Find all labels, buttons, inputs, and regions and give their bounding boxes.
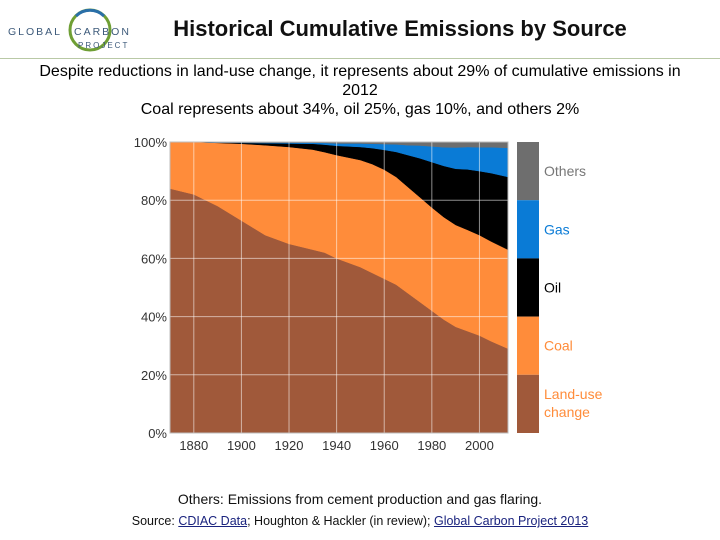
x-tick-label: 1880 [179,438,208,453]
chart-subtitle: Despite reductions in land-use change, i… [30,62,690,119]
legend-swatch-gas [517,200,539,259]
footnote: Others: Emissions from cement production… [177,491,543,507]
legend-label-gas: Gas [544,221,570,237]
slide-header: GLOBAL CARBON PROJECT Historical Cumulat… [0,0,720,60]
legend-label-coal: Coal [544,338,573,354]
y-tick-label: 0% [148,426,167,441]
subtitle-line-2: Coal represents about 34%, oil 25%, gas … [140,101,580,118]
plot-areas [169,141,509,434]
y-tick-label: 60% [141,251,167,266]
y-tick-label: 100% [134,135,168,150]
legend-label-landuse: Land-use [544,386,603,402]
x-tick-label: 1940 [322,438,351,453]
source-middle: ; Houghton & Hackler (in review); [247,514,434,528]
plot-grid [169,141,509,434]
legend-swatch-landuse [517,374,539,433]
legend-swatch-coal [517,316,539,375]
logo-carbon: CARBON [74,26,131,38]
x-tick-label: 1960 [370,438,399,453]
x-tick-label: 2000 [465,438,494,453]
y-axis: 0% 20% 40% 60% 80% 100% [134,135,168,441]
subtitle-line-1: Despite reductions in land-use change, i… [39,63,681,99]
x-axis: 1880 1900 1920 1940 1960 1980 2000 [179,438,494,453]
source-line: Source: CDIAC Data; Houghton & Hackler (… [0,514,720,528]
logo-project: PROJECT [78,41,129,50]
legend-label-oil: Oil [544,280,561,296]
global-carbon-project-link[interactable]: Global Carbon Project 2013 [433,514,589,528]
x-tick-label: 1920 [275,438,304,453]
y-tick-label: 40% [141,310,167,325]
legend-swatch-others [517,142,539,201]
x-tick-label: 1980 [417,438,446,453]
x-tick-label: 1900 [227,438,256,453]
y-tick-label: 80% [141,193,167,208]
logo-global: GLOBAL [8,26,62,38]
plot-frame [169,141,509,434]
source-prefix: Source: [131,514,179,528]
y-tick-label: 20% [141,368,167,383]
cdiac-data-link[interactable]: CDIAC Data [178,514,248,528]
global-carbon-project-logo: GLOBAL CARBON PROJECT [6,4,136,56]
legend-label-others: Others [544,163,586,179]
legend-swatch-oil [517,258,539,317]
legend-label-landuse: change [544,404,590,420]
logo-graphic: GLOBAL CARBON PROJECT [8,8,131,52]
chart-legend: Others Gas Oil Coal Land-use change [517,142,603,433]
header-divider [0,58,720,59]
page-title: Historical Cumulative Emissions by Sourc… [173,16,627,41]
